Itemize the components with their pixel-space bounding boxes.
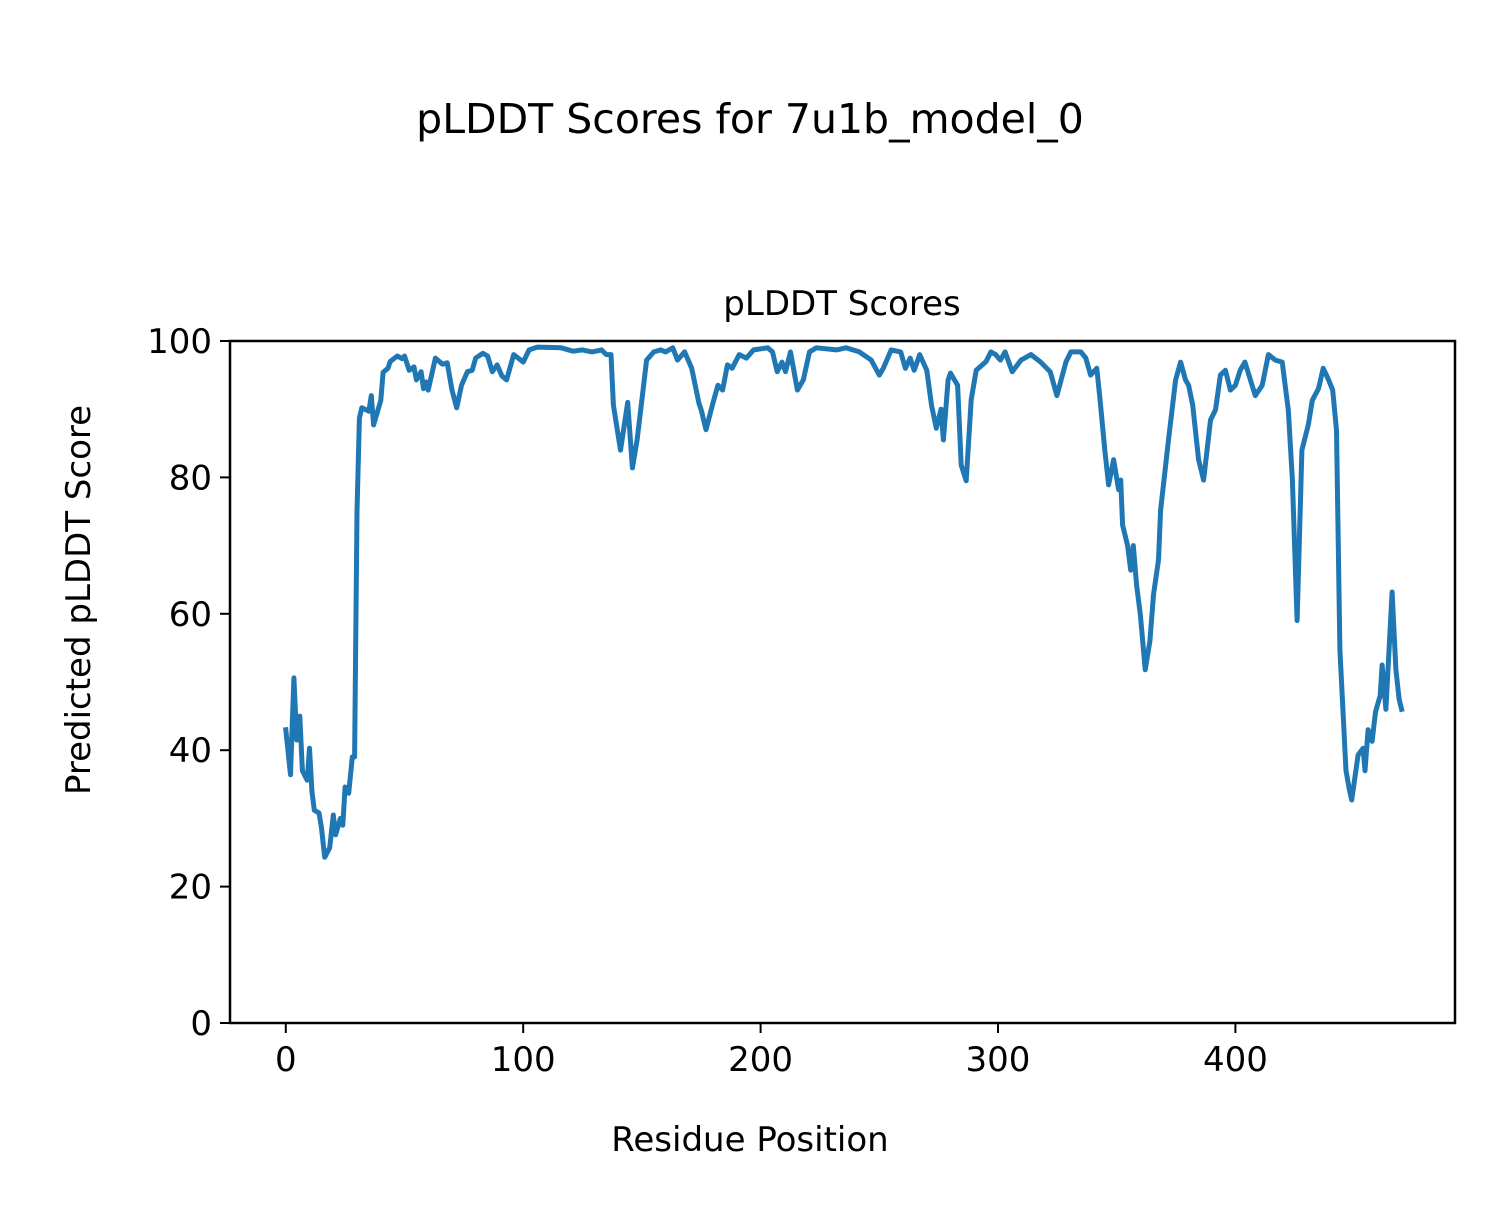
x-tick-label: 200 (728, 1040, 793, 1080)
y-tick-label: 20 (169, 868, 212, 908)
x-tick-label: 0 (275, 1040, 297, 1080)
axes-title: pLDDT Scores (723, 284, 960, 324)
x-axis-label: Residue Position (611, 1120, 888, 1160)
y-tick-label: 100 (147, 322, 212, 362)
x-tick-label: 100 (491, 1040, 556, 1080)
axes-frame (228, 339, 1457, 1025)
y-tick-label: 40 (169, 731, 212, 771)
x-tick-label: 300 (966, 1040, 1031, 1080)
x-tick-label: 400 (1203, 1040, 1268, 1080)
figure-suptitle: pLDDT Scores for 7u1b_model_0 (416, 95, 1084, 143)
series-line-plddt (283, 344, 1405, 860)
y-tick-label: 80 (169, 458, 212, 498)
y-axis-label: Predicted pLDDT Score (59, 405, 99, 795)
y-tick-label: 60 (169, 595, 212, 635)
y-tick-label: 0 (190, 1004, 212, 1044)
